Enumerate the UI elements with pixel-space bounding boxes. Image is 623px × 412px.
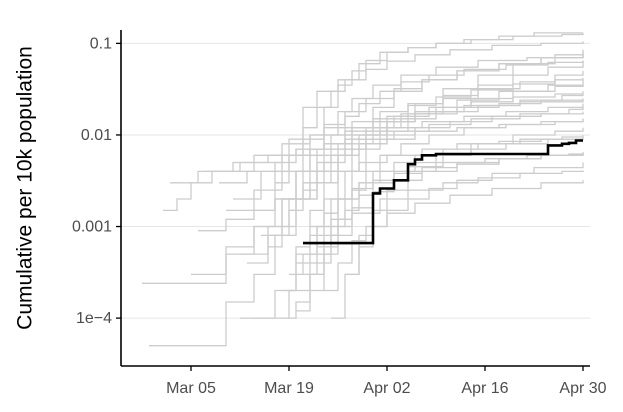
background-series-line-20 xyxy=(317,135,584,248)
background-series-group xyxy=(142,32,584,347)
x-tick-label-3: Apr 16 xyxy=(461,380,508,397)
background-series-line-7 xyxy=(191,84,584,276)
background-series-line-8 xyxy=(240,94,584,255)
background-series-line-13 xyxy=(296,49,584,312)
background-series-line-25 xyxy=(296,152,584,264)
highlight-series-line xyxy=(303,139,583,245)
background-series-line-11 xyxy=(240,170,584,319)
background-series-line-28 xyxy=(345,162,584,276)
x-tick-label-1: Mar 19 xyxy=(264,380,314,397)
y-axis-ticks: 1e−4 0.001 0.01 0.1 xyxy=(72,35,121,327)
x-tick-label-0: Mar 05 xyxy=(166,380,216,397)
y-tick-label-1: 0.001 xyxy=(72,219,112,236)
axes xyxy=(120,30,590,367)
background-series-line-29 xyxy=(310,77,584,228)
x-axis-ticks: Mar 05 Mar 19 Apr 02 Apr 16 Apr 30 xyxy=(166,366,607,397)
x-tick-label-4: Apr 30 xyxy=(559,380,606,397)
background-series-line-16 xyxy=(310,118,584,292)
background-series-line-18 xyxy=(331,127,584,319)
background-series-line-30 xyxy=(163,100,584,212)
background-series-line-24 xyxy=(226,91,584,212)
y-tick-label-2: 0.01 xyxy=(81,127,112,144)
background-series-line-14 xyxy=(282,52,584,292)
background-series-line-9 xyxy=(198,138,584,232)
highlight-series-group xyxy=(303,139,583,245)
background-series-line-5 xyxy=(142,98,584,284)
y-axis-title: Cumulative per 10k population xyxy=(13,46,36,330)
background-series-line-26 xyxy=(303,60,584,200)
x-tick-label-2: Apr 02 xyxy=(363,380,410,397)
background-series-line-21 xyxy=(247,111,584,264)
y-tick-label-3: 0.1 xyxy=(90,35,112,52)
y-tick-label-0: 1e−4 xyxy=(76,310,112,327)
background-series-line-31 xyxy=(282,152,584,319)
background-series-line-22 xyxy=(324,180,584,292)
